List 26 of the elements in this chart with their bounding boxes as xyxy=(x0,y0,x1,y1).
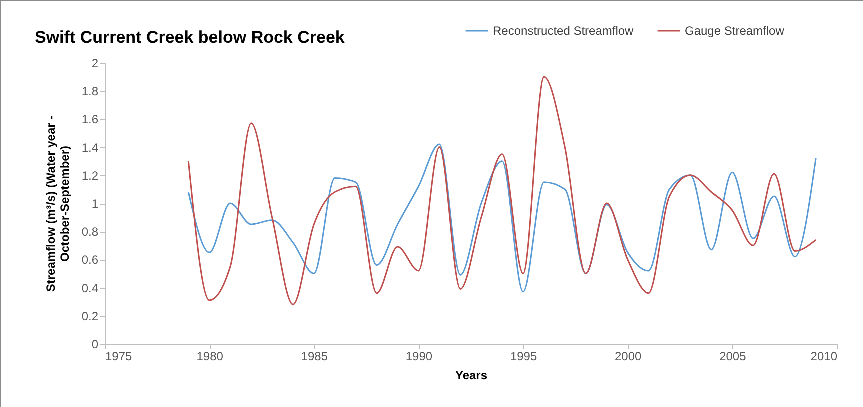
y-tick-label: 1 xyxy=(92,197,99,211)
line-series xyxy=(188,76,817,306)
y-tick-label: 1.8 xyxy=(82,84,99,99)
x-tick-label: 1975 xyxy=(106,350,133,364)
y-tick-label: 0.8 xyxy=(82,225,99,240)
legend-label: Gauge Streamflow xyxy=(685,24,785,38)
x-tick-label: 1985 xyxy=(301,350,328,364)
y-axis-title: Streamflow (m³/s) (Water year - October-September) xyxy=(44,116,72,292)
x-tick-label: 2000 xyxy=(615,350,642,364)
y-tick-label: 0.2 xyxy=(82,309,99,324)
y-tick-label: 1.6 xyxy=(82,112,99,127)
y-tick-label: 2 xyxy=(92,56,99,70)
y-tick-label: 1.2 xyxy=(82,168,99,183)
y-tick-label: 0 xyxy=(92,338,99,352)
chart-title: Swift Current Creek below Rock Creek xyxy=(35,28,346,47)
x-axis-title: Years xyxy=(455,368,488,382)
y-tick-label: 0.6 xyxy=(82,253,99,268)
x-tick-label: 2010 xyxy=(810,350,838,364)
x-tick-label: 2005 xyxy=(720,350,747,364)
x-tick-label: 1980 xyxy=(196,350,224,364)
line-series xyxy=(188,144,817,293)
x-tick-label: 1995 xyxy=(510,350,538,364)
y-tick-label: 1.4 xyxy=(82,140,99,155)
x-tick-label: 1990 xyxy=(406,350,433,364)
legend-label: Reconstructed Streamflow xyxy=(493,24,634,38)
y-tick-label: 0.4 xyxy=(82,281,99,296)
